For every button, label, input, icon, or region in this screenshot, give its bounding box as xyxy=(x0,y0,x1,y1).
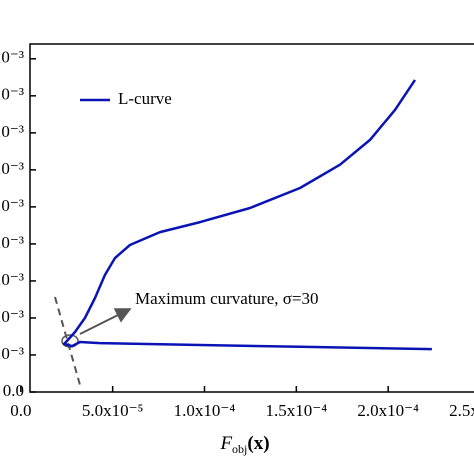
data-line xyxy=(62,79,432,351)
y-tick-label: 0.0 xyxy=(3,381,24,400)
x-tick-label: 0.0 xyxy=(10,401,31,420)
annotation-arrow xyxy=(79,308,132,335)
legend-label: L-curve xyxy=(118,89,172,108)
x-label-arg: (x) xyxy=(247,433,269,454)
y-tick-label: 3.0x10⁻³ xyxy=(0,270,24,289)
annotation: Maximum curvature, σ=30 xyxy=(135,289,319,308)
curvature-marker xyxy=(61,334,79,348)
y-tick-label: 4.0x10⁻³ xyxy=(0,233,24,252)
x-label-sub: obj xyxy=(232,442,247,456)
x-axis-label: Fobj(x) xyxy=(219,433,269,455)
y-tick-label: 9.0x10⁻³ xyxy=(0,48,24,67)
plot-frame xyxy=(29,43,474,393)
x-tick-label: 5.0x10⁻⁵ xyxy=(82,401,144,420)
y-tick-label: 6.0x10⁻³ xyxy=(0,159,24,178)
y-tick-label: 5.0x10⁻³ xyxy=(0,196,24,215)
tangent-line xyxy=(54,296,81,386)
x-tick-label: 2.5x10⁻⁴ xyxy=(449,401,474,420)
x-label-main: F xyxy=(219,433,232,454)
x-tick-label: 2.0x10⁻⁴ xyxy=(357,401,419,420)
y-tick-label: 2.0x10⁻³ xyxy=(0,307,24,326)
x-tick-label: 1.0x10⁻⁴ xyxy=(174,401,236,420)
y-tick-label: 8.0x10⁻³ xyxy=(0,85,24,104)
y-tick-label: 1.0x10⁻³ xyxy=(0,344,24,363)
y-tick-label: 7.0x10⁻³ xyxy=(0,122,24,141)
x-tick-label: 1.5x10⁻⁴ xyxy=(265,401,327,420)
